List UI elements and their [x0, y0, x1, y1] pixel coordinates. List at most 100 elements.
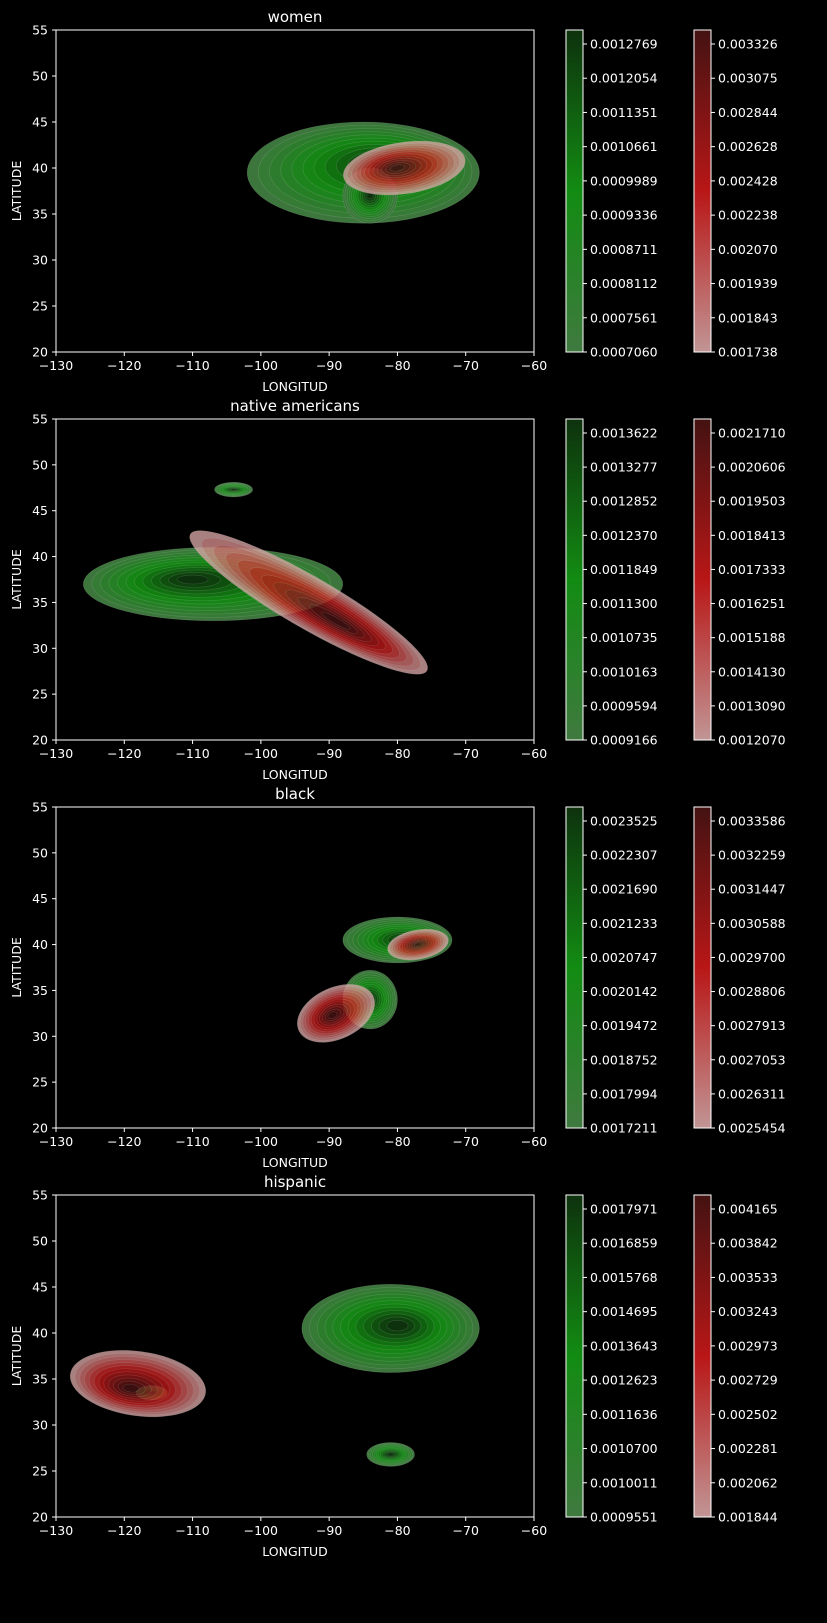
- x-axis-label: LONGITUD: [262, 379, 328, 394]
- colorbar-tick-label: 0.002062: [718, 1475, 778, 1490]
- colorbar-tick-label: 0.0012370: [590, 528, 658, 543]
- colorbar-tick-label: 0.0014695: [590, 1304, 658, 1319]
- colorbar-tick-label: 0.002844: [718, 105, 778, 120]
- colorbar-tick-label: 0.0015768: [590, 1270, 658, 1285]
- y-tick-label: 20: [32, 1510, 48, 1525]
- plot-area: [246, 121, 480, 224]
- colorbar-tick-label: 0.0027913: [718, 1018, 786, 1033]
- x-tick-label: −130: [39, 746, 73, 761]
- colorbar-tick-label: 0.0011300: [590, 596, 658, 611]
- plot-area: [296, 916, 453, 1043]
- x-tick-label: −120: [107, 1134, 141, 1149]
- colorbar-tick-label: 0.0021710: [718, 426, 786, 441]
- colorbar-tick-label: 0.0029700: [718, 950, 786, 965]
- red-density-blob: [189, 530, 428, 675]
- colorbar-fill: [694, 1195, 711, 1517]
- x-tick-label: −130: [39, 358, 73, 373]
- plot-area: [69, 1283, 480, 1467]
- red-contour-level: [327, 1011, 338, 1019]
- red-density-series: [69, 1350, 207, 1418]
- colorbar-tick-label: 0.0030588: [718, 916, 786, 931]
- y-tick-label: 40: [32, 937, 48, 952]
- axes-frame: [55, 418, 535, 741]
- green-contour-level: [176, 574, 209, 585]
- subplot-title: hispanic: [264, 1173, 326, 1191]
- colorbar-tick-label: 0.001844: [718, 1510, 778, 1525]
- y-tick-label: 30: [32, 641, 48, 656]
- x-tick-label: −110: [175, 358, 209, 373]
- colorbar-tick-label: 0.003842: [718, 1236, 778, 1251]
- x-tick-label: −120: [107, 358, 141, 373]
- colorbar-tick-label: 0.0013090: [718, 698, 786, 713]
- red-colorbar: 0.0012070 0.0013090 0.0014130 0.0015188 0.00…: [693, 418, 786, 748]
- green-contour-level: [230, 488, 237, 491]
- colorbar-tick-label: 0.0017971: [590, 1202, 658, 1217]
- colorbar-frame: [565, 418, 584, 741]
- x-tick-label: −110: [175, 1134, 209, 1149]
- colorbar-tick-label: 0.0023525: [590, 814, 658, 829]
- colorbar-tick-label: 0.0010661: [590, 139, 658, 154]
- subplot-2: −130 −120 −110 −100 −90 −80 −70 −60 20 25 30 35 40 45…: [9, 785, 786, 1170]
- colorbar-frame: [693, 1194, 712, 1518]
- x-tick-label: −130: [39, 1134, 73, 1149]
- colorbar-tick-label: 0.0014130: [718, 664, 786, 679]
- colorbar-frame: [565, 806, 584, 1129]
- colorbar-tick-label: 0.0008711: [590, 242, 658, 257]
- x-tick-label: −100: [244, 358, 278, 373]
- green-contour-level: [386, 1320, 409, 1332]
- green-density-blob: [214, 481, 253, 498]
- red-contour-level: [413, 942, 422, 947]
- colorbar-tick-label: 0.0009551: [590, 1510, 658, 1525]
- colorbar-fill: [694, 807, 711, 1128]
- colorbar-tick-label: 0.0019503: [718, 494, 786, 509]
- colorbar-tick-label: 0.004165: [718, 1202, 778, 1217]
- colorbar-tick-label: 0.002428: [718, 173, 778, 188]
- y-tick-label: 30: [32, 1418, 48, 1433]
- green-colorbar: 0.0009551 0.0010011 0.0010700 0.0011636 0.00…: [565, 1194, 658, 1525]
- colorbar-tick-label: 0.0026311: [718, 1086, 786, 1101]
- colorbar-tick-label: 0.0021233: [590, 916, 658, 931]
- colorbar-tick-label: 0.0016251: [718, 596, 786, 611]
- colorbar-tick-label: 0.0015188: [718, 630, 786, 645]
- colorbar-tick-label: 0.0020606: [718, 460, 786, 475]
- colorbar-tick-label: 0.0020747: [590, 950, 658, 965]
- colorbar-tick-label: 0.0010700: [590, 1441, 658, 1456]
- x-tick-label: −70: [453, 746, 479, 761]
- y-tick-label: 25: [32, 687, 48, 702]
- colorbar-tick-label: 0.0025454: [718, 1121, 786, 1136]
- colorbar-fill: [566, 30, 583, 352]
- colorbar-tick-label: 0.002238: [718, 208, 778, 223]
- y-tick-label: 20: [32, 733, 48, 748]
- colorbar-tick-label: 0.0013643: [590, 1338, 658, 1353]
- y-tick-label: 50: [32, 1234, 48, 1249]
- colorbar-tick-label: 0.0016859: [590, 1236, 658, 1251]
- y-tick-label: 40: [32, 549, 48, 564]
- red-colorbar: 0.0025454 0.0026311 0.0027053 0.0027913 0.00…: [693, 806, 786, 1136]
- subplot-3: −130 −120 −110 −100 −90 −80 −70 −60 20 25 30 35 40 45…: [9, 1173, 778, 1559]
- colorbar-tick-label: 0.0022307: [590, 848, 658, 863]
- colorbar-fill: [566, 807, 583, 1128]
- x-axis-label: LONGITUD: [262, 767, 328, 782]
- y-tick-label: 25: [32, 299, 48, 314]
- y-tick-label: 35: [32, 595, 48, 610]
- x-tick-label: −90: [316, 1523, 342, 1538]
- y-tick-label: 45: [32, 1280, 48, 1295]
- x-tick-label: −120: [107, 746, 141, 761]
- x-tick-label: −60: [521, 746, 547, 761]
- red-contour-level: [389, 164, 406, 172]
- colorbar-tick-label: 0.0032259: [718, 848, 786, 863]
- green-density-blob: [366, 1442, 415, 1467]
- colorbar-frame: [565, 1194, 584, 1518]
- colorbar-tick-label: 0.0012070: [718, 733, 786, 748]
- y-tick-label: 55: [32, 23, 48, 38]
- y-tick-label: 45: [32, 891, 48, 906]
- x-tick-label: −80: [384, 1134, 410, 1149]
- colorbar-tick-label: 0.001843: [718, 310, 778, 325]
- x-tick-label: −100: [244, 1134, 278, 1149]
- red-colorbar: 0.001844 0.002062 0.002281 0.002502 0.002729…: [693, 1194, 778, 1525]
- colorbar-tick-label: 0.0011636: [590, 1407, 658, 1422]
- colorbar-tick-label: 0.002502: [718, 1407, 778, 1422]
- red-contour-level: [321, 611, 351, 630]
- colorbar-tick-label: 0.003075: [718, 71, 778, 86]
